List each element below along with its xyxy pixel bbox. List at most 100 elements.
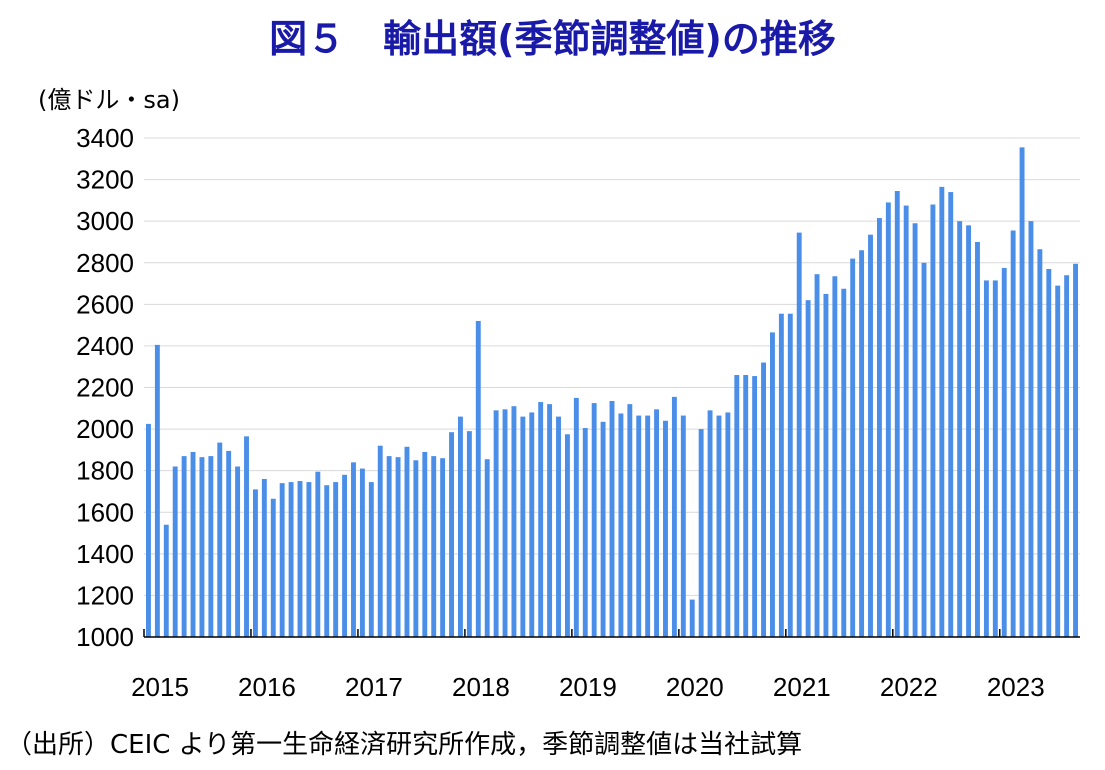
bar xyxy=(458,416,463,637)
bar xyxy=(208,456,214,637)
bar xyxy=(172,466,178,637)
bar xyxy=(146,423,151,637)
y-tick-label: 3400 xyxy=(76,123,134,153)
bar xyxy=(814,274,820,637)
bar xyxy=(413,460,419,637)
y-tick-label: 1200 xyxy=(76,580,134,610)
y-tick-label: 2600 xyxy=(76,289,134,319)
y-tick-label: 2000 xyxy=(76,414,134,444)
bar xyxy=(449,432,454,637)
bar xyxy=(975,241,980,637)
bar xyxy=(475,320,481,637)
y-tick-label: 2800 xyxy=(76,248,134,278)
x-tick-label: 2017 xyxy=(345,672,403,702)
bar xyxy=(787,313,793,637)
bar-series xyxy=(146,147,1078,638)
bar xyxy=(645,415,651,637)
bar xyxy=(564,434,570,637)
bar xyxy=(627,404,633,637)
bar xyxy=(654,409,660,637)
bar xyxy=(386,456,392,637)
bar xyxy=(1010,230,1016,637)
bar xyxy=(181,456,187,637)
bar xyxy=(1055,285,1061,637)
x-tick-label: 2020 xyxy=(666,672,724,702)
bar xyxy=(351,462,356,637)
bar xyxy=(591,403,597,637)
bar xyxy=(903,205,909,637)
bar xyxy=(876,218,882,638)
x-tick-label: 2021 xyxy=(773,672,831,702)
bar xyxy=(894,191,900,637)
y-axis-tick-labels: 1000 1200 1400 1600 1800 2000 2200 2400 2600 2800… xyxy=(76,123,134,652)
bar xyxy=(600,421,606,637)
bar xyxy=(796,232,802,637)
bar xyxy=(431,456,437,637)
bar xyxy=(529,412,535,637)
bar xyxy=(885,202,891,637)
bar xyxy=(422,451,428,637)
bar xyxy=(538,402,544,637)
bar xyxy=(1019,147,1025,638)
bar xyxy=(199,457,205,637)
x-axis-tick-labels: 2015 2016 2017 2018 2019 2020 2021 2022 2023 xyxy=(131,672,1045,702)
bar xyxy=(734,375,740,637)
x-tick-label: 2019 xyxy=(559,672,617,702)
bar xyxy=(823,293,829,637)
bar xyxy=(261,478,267,637)
bar xyxy=(306,482,312,637)
bar xyxy=(609,401,615,637)
bar xyxy=(671,396,677,637)
bar xyxy=(279,483,285,637)
x-tick-label: 2018 xyxy=(452,672,510,702)
bar xyxy=(556,416,561,637)
bar xyxy=(252,489,258,637)
bar xyxy=(716,415,722,637)
y-tick-label: 2200 xyxy=(76,373,134,403)
bar xyxy=(912,223,918,637)
bar xyxy=(939,186,945,638)
bar xyxy=(1037,249,1043,638)
bar xyxy=(235,466,241,637)
bar xyxy=(270,498,276,637)
y-tick-label: 1000 xyxy=(76,622,134,652)
bar xyxy=(395,457,401,637)
bar xyxy=(1073,263,1078,637)
bar xyxy=(368,482,374,637)
bar xyxy=(770,332,775,637)
bar xyxy=(921,262,927,637)
x-tick-label: 2016 xyxy=(238,672,296,702)
bar-chart: (億ドル・sa) 1000 1200 1400 1600 1800 2000 2200 240… xyxy=(38,86,1080,702)
bar xyxy=(511,406,517,637)
bar xyxy=(377,445,383,637)
bar xyxy=(288,482,294,637)
bar xyxy=(725,412,731,637)
bar xyxy=(1046,268,1052,637)
source-footnote: （出所）CEIC より第一生命経済研究所作成，季節調整値は当社試算 xyxy=(6,730,803,760)
bar xyxy=(805,300,811,637)
y-tick-label: 1600 xyxy=(76,497,134,527)
bar xyxy=(698,429,704,637)
y-tick-label: 3000 xyxy=(76,206,134,236)
x-tick-label: 2023 xyxy=(987,672,1045,702)
bar xyxy=(948,192,954,637)
x-tick-label: 2015 xyxy=(131,672,189,702)
bar xyxy=(547,404,553,637)
bar xyxy=(297,481,303,637)
bar xyxy=(850,258,856,637)
bar xyxy=(983,280,989,637)
bar xyxy=(680,415,686,637)
bar xyxy=(966,225,972,637)
bar xyxy=(342,474,348,637)
bar xyxy=(752,376,758,637)
bar xyxy=(689,599,695,637)
bar xyxy=(502,409,508,637)
y-tick-label: 3200 xyxy=(76,165,134,195)
bar xyxy=(244,436,249,637)
bar xyxy=(573,397,579,637)
x-axis xyxy=(143,629,1080,638)
bar xyxy=(154,344,160,637)
bar xyxy=(484,459,490,637)
chart-title: 図５ 輸出額(季節調整値)の推移 xyxy=(269,17,836,61)
bar xyxy=(743,375,749,637)
